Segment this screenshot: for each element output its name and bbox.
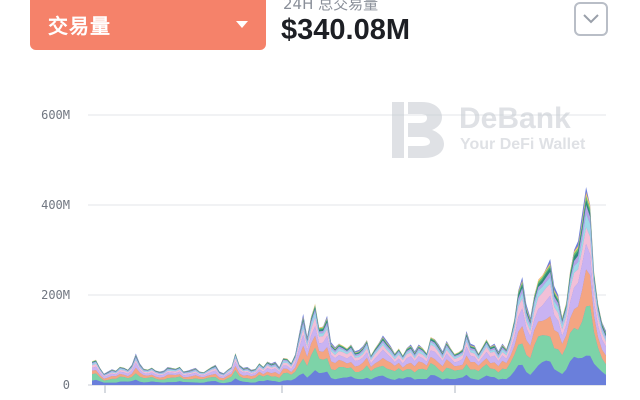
area-series-1 [92, 355, 606, 385]
y-tick-label: 600M [41, 108, 70, 122]
chevron-down-icon [236, 20, 248, 28]
metric-select[interactable]: 交易量 [30, 0, 266, 50]
y-tick-label: 0 [63, 378, 70, 392]
collapse-button[interactable] [574, 2, 608, 36]
chevron-down-icon [583, 14, 599, 24]
area-series [92, 187, 606, 385]
debank-logo-icon [392, 102, 444, 158]
stat-caption: 24H 总交易量 [283, 0, 379, 13]
debank-watermark: DeBank Your DeFi Wallet [392, 102, 602, 158]
stat-value: $340.08M [281, 14, 410, 46]
watermark-tagline: Your DeFi Wallet [460, 136, 586, 153]
y-tick-label: 400M [41, 198, 70, 212]
watermark-name: DeBank [459, 102, 571, 135]
metric-select-label: 交易量 [48, 13, 111, 38]
x-axis [104, 385, 456, 393]
y-tick-label: 200M [41, 288, 70, 302]
